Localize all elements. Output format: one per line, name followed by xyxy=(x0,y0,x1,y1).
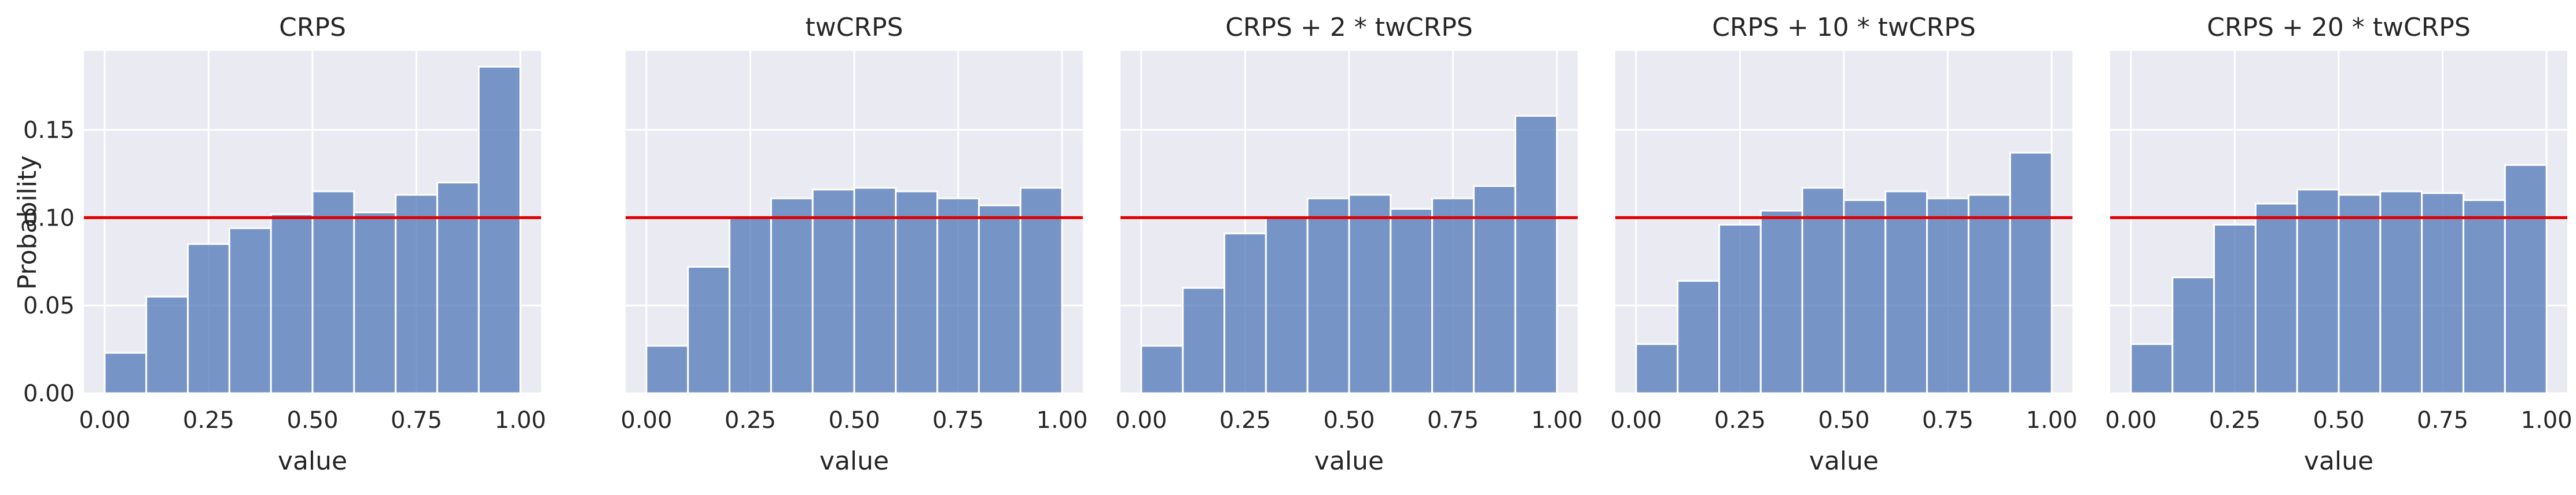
histogram-bar xyxy=(687,265,731,394)
y-axis-label: Probability xyxy=(13,156,42,290)
histogram-bar xyxy=(2213,224,2257,394)
x-tick-label: 0.50 xyxy=(828,407,880,434)
histogram-bar xyxy=(645,345,689,394)
x-tick-label: 0.50 xyxy=(1818,407,1869,434)
histogram-bar xyxy=(311,190,355,394)
histogram-bar xyxy=(228,227,272,394)
x-tick-label: 0.00 xyxy=(2105,407,2156,434)
x-tick-label: 0.25 xyxy=(1219,407,1271,434)
subplot-title: CRPS + 20 * twCRPS xyxy=(2207,13,2471,42)
histogram-bar xyxy=(1223,232,1267,394)
histogram-bar xyxy=(1635,343,1679,394)
subplot-title: twCRPS xyxy=(806,13,903,42)
histogram-bar xyxy=(2130,343,2174,394)
histogram-bar xyxy=(1718,224,1762,394)
histogram-bar xyxy=(2462,199,2506,394)
histogram-bar xyxy=(895,190,939,394)
x-tick-label: 1.00 xyxy=(1531,407,1583,434)
histogram-bar xyxy=(978,204,1021,394)
histogram-bar xyxy=(1926,197,1969,394)
histogram-bar xyxy=(104,352,148,394)
histogram-bar xyxy=(770,197,814,394)
subplot-title: CRPS xyxy=(279,13,346,42)
x-axis-label: value xyxy=(820,446,889,476)
histogram-bar xyxy=(2254,202,2298,394)
y-tick-label: 0.15 xyxy=(23,117,75,144)
histogram-bar xyxy=(436,182,480,394)
x-tick-label: 0.00 xyxy=(620,407,672,434)
histogram-bar xyxy=(477,65,521,394)
histogram-bar xyxy=(1967,194,2011,394)
y-tick-label: 0.05 xyxy=(23,293,75,319)
y-tick-label: 0.10 xyxy=(23,205,75,231)
histogram-bar xyxy=(1843,199,1887,394)
x-tick-label: 0.00 xyxy=(1115,407,1167,434)
histogram-bar xyxy=(2338,194,2382,394)
x-tick-label: 0.75 xyxy=(1427,407,1479,434)
x-axis-label: value xyxy=(1809,446,1879,476)
x-axis-label: value xyxy=(1314,446,1384,476)
histogram-bar xyxy=(1801,187,1845,394)
x-tick-label: 0.25 xyxy=(1714,407,1766,434)
subplot-title: CRPS + 2 * twCRPS xyxy=(1225,13,1473,42)
histogram-bar xyxy=(2421,192,2464,394)
histogram-bar xyxy=(270,213,314,394)
x-tick-label: 0.50 xyxy=(286,407,338,434)
histogram-bar xyxy=(353,211,397,394)
histogram-bar xyxy=(1514,114,1558,394)
histogram-bar xyxy=(1884,190,1928,394)
histogram-bar xyxy=(2296,189,2340,394)
histogram-bar xyxy=(145,295,189,394)
histogram-bar xyxy=(936,197,980,394)
histogram-bar xyxy=(1390,208,1434,394)
x-tick-label: 0.75 xyxy=(1922,407,1974,434)
histogram-bar xyxy=(1677,280,1721,394)
x-axis-label: value xyxy=(278,446,347,476)
subplot-1: CRPS 0.00 0.25 0.50 0.75 1.00 value 0.00 0.05 0.1… xyxy=(23,13,546,476)
x-tick-label: 0.25 xyxy=(183,407,234,434)
subplot-3: CRPS + 2 * twCRPS 0.00 0.25 0.50 0.75 1.00 val… xyxy=(1115,13,1582,476)
histogram-bar xyxy=(2504,164,2548,394)
histogram-bar xyxy=(2009,152,2053,394)
x-tick-label: 1.00 xyxy=(2521,407,2573,434)
histogram-bar xyxy=(1265,216,1309,394)
histogram-bar xyxy=(1759,209,1803,394)
histogram-bar xyxy=(1348,194,1392,394)
x-tick-label: 0.00 xyxy=(79,407,130,434)
subplot-5: CRPS + 20 * twCRPS 0.00 0.25 0.50 0.75 1.00 va… xyxy=(2105,13,2572,476)
histogram-bar xyxy=(811,189,855,394)
histogram-bar xyxy=(2379,190,2423,394)
x-tick-label: 0.75 xyxy=(2417,407,2468,434)
x-tick-label: 1.00 xyxy=(495,407,546,434)
x-tick-label: 0.50 xyxy=(2313,407,2364,434)
histogram-bar xyxy=(1472,185,1516,394)
x-tick-label: 0.75 xyxy=(932,407,984,434)
histogram-bar xyxy=(729,216,772,394)
x-tick-label: 0.25 xyxy=(725,407,776,434)
x-tick-label: 0.25 xyxy=(2209,407,2261,434)
x-tick-label: 0.50 xyxy=(1323,407,1375,434)
subplot-title: CRPS + 10 * twCRPS xyxy=(1712,13,1976,42)
histogram-bar xyxy=(395,194,438,394)
histogram-bar xyxy=(1182,287,1226,394)
y-tick-label: 0.00 xyxy=(23,381,75,407)
histogram-bar xyxy=(1019,187,1063,394)
x-tick-label: 0.00 xyxy=(1610,407,1662,434)
histogram-bar xyxy=(1306,197,1350,394)
histogram-bar xyxy=(187,243,230,394)
subplot-4: CRPS + 10 * twCRPS 0.00 0.25 0.50 0.75 1.00 va… xyxy=(1610,13,2077,476)
subplot-2: twCRPS 0.00 0.25 0.50 0.75 1.00 value xyxy=(620,13,1087,476)
histogram-bar xyxy=(1140,345,1184,394)
x-tick-label: 1.00 xyxy=(1037,407,1088,434)
x-tick-label: 1.00 xyxy=(2026,407,2078,434)
x-axis-label: value xyxy=(2304,446,2373,476)
histogram-bar xyxy=(2171,276,2215,394)
histogram-bar xyxy=(853,187,897,394)
x-tick-label: 0.75 xyxy=(391,407,442,434)
histogram-bar xyxy=(1431,197,1475,394)
